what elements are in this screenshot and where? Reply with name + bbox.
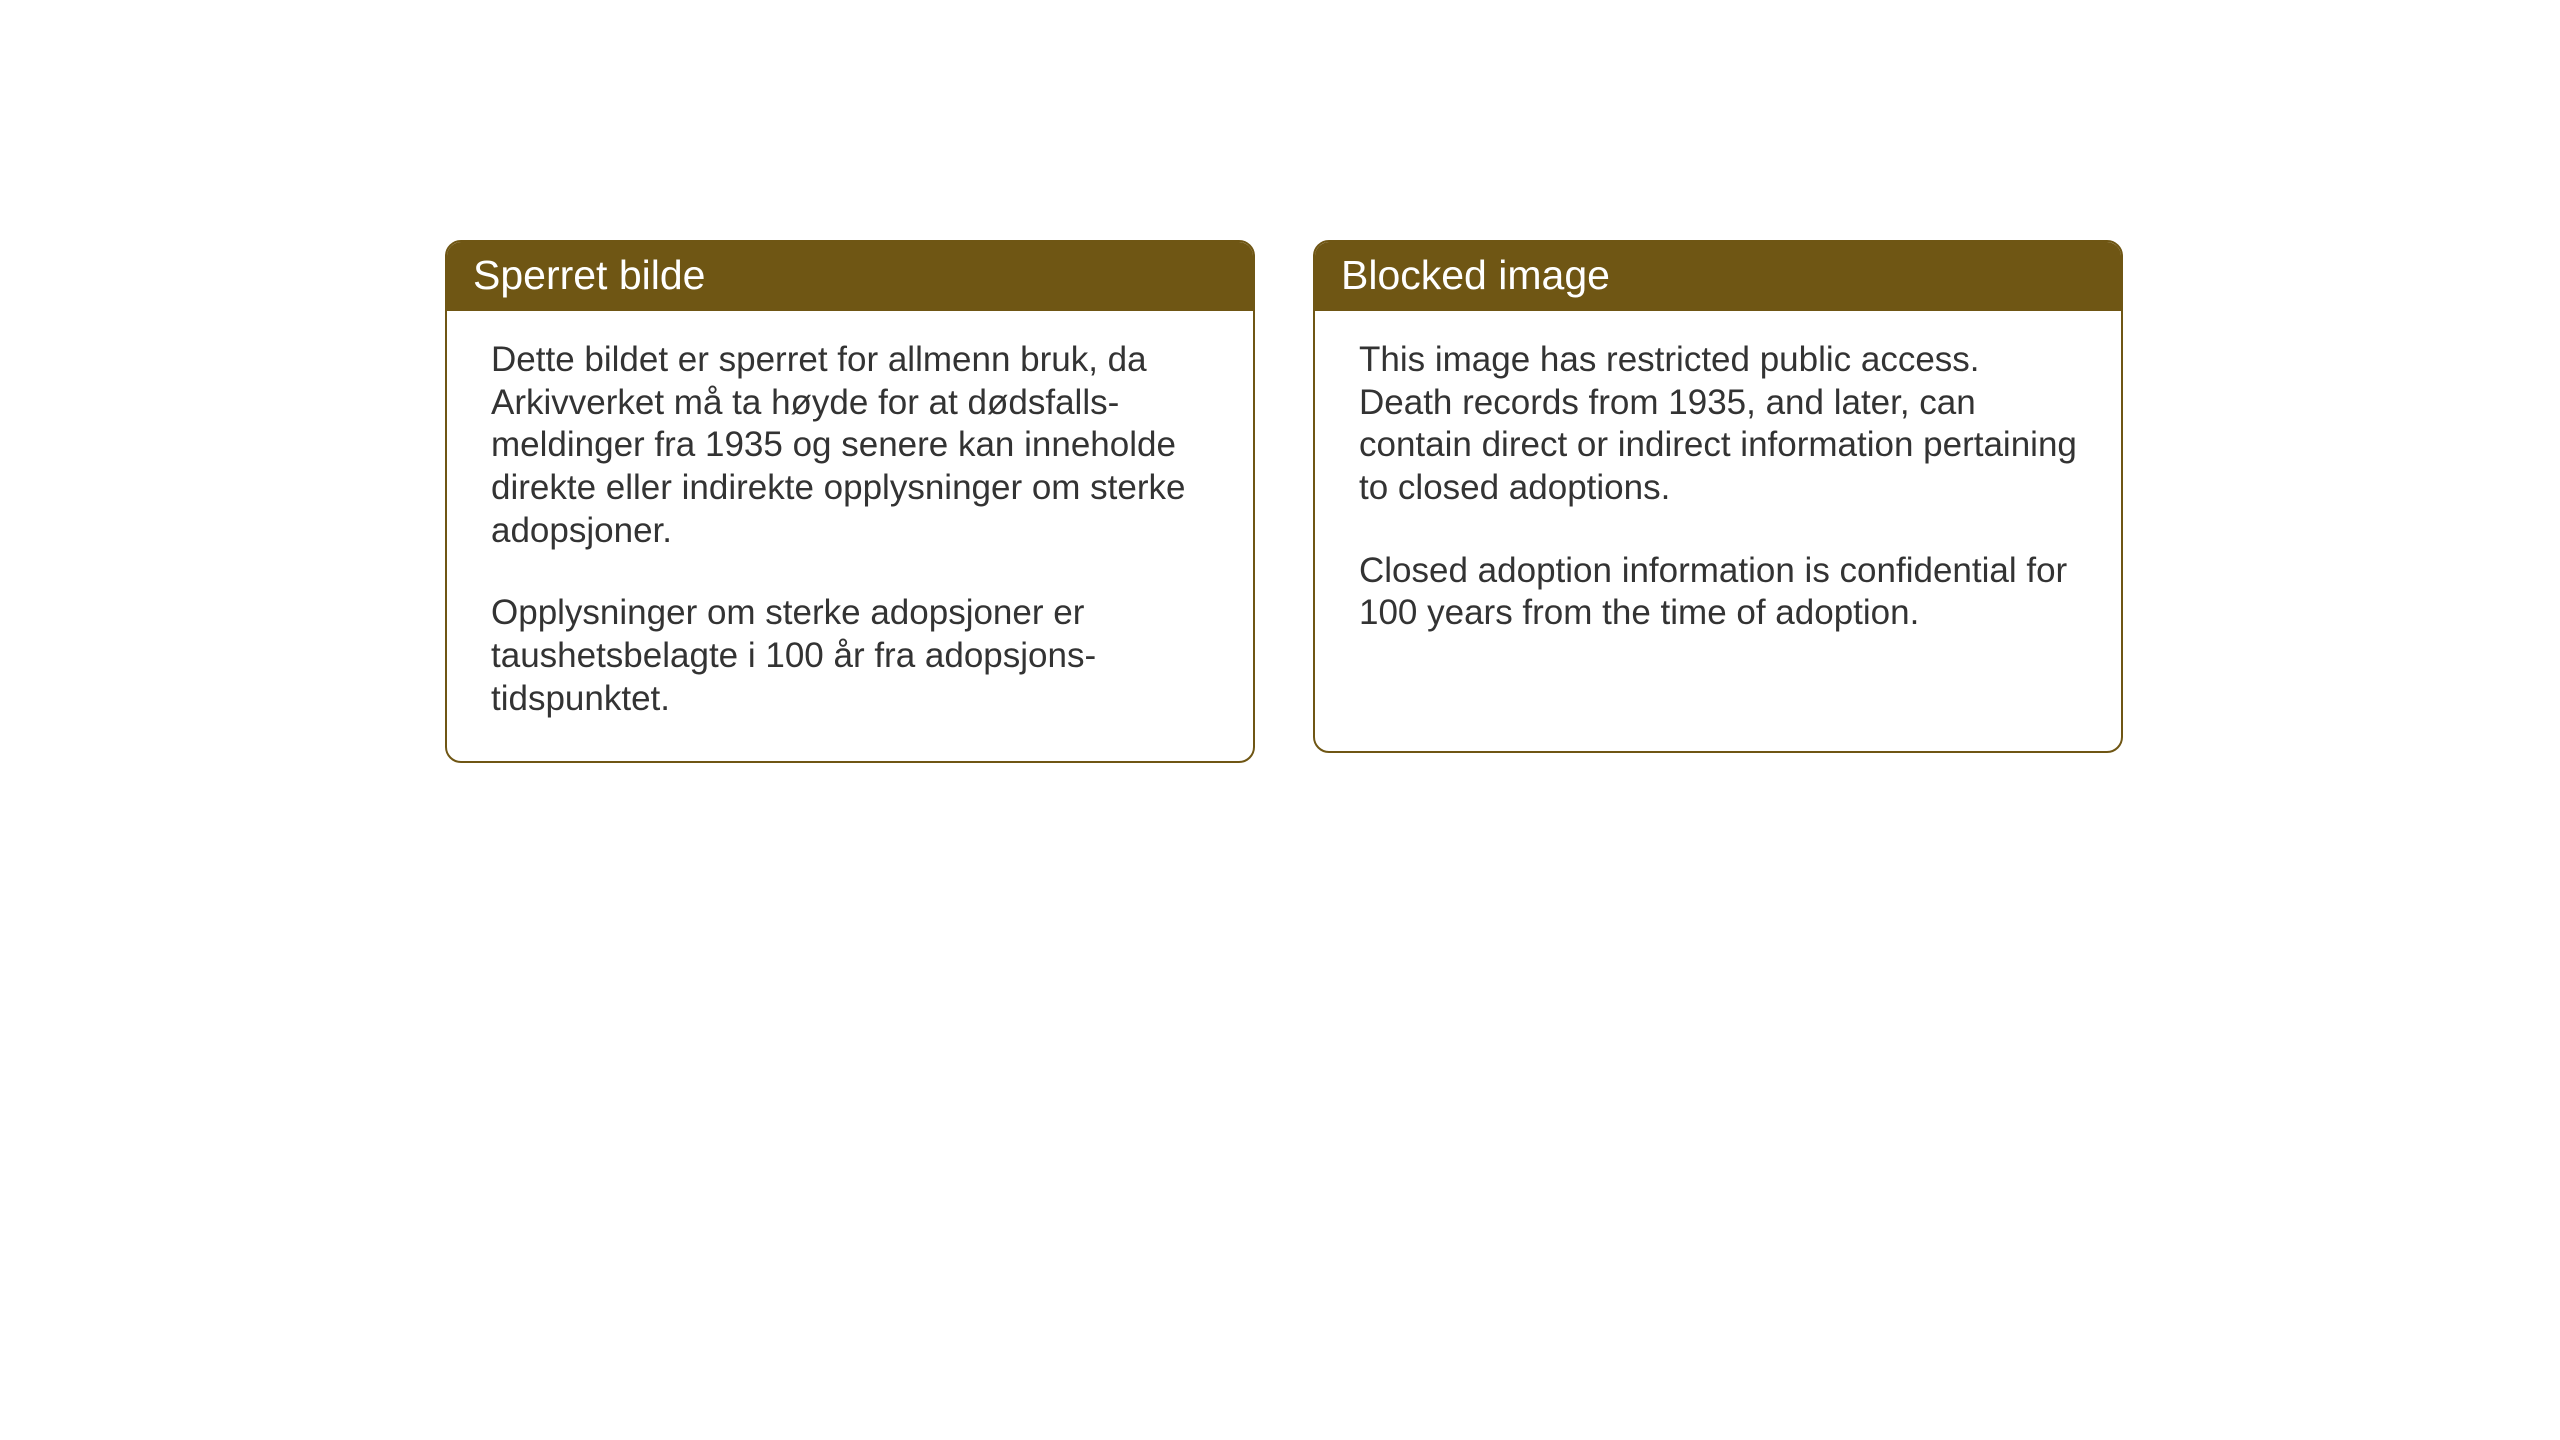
card-paragraph: This image has restricted public access.…	[1359, 339, 2077, 510]
notice-card-norwegian: Sperret bilde Dette bildet er sperret fo…	[445, 240, 1255, 763]
notice-cards-container: Sperret bilde Dette bildet er sperret fo…	[445, 240, 2123, 763]
card-paragraph: Opplysninger om sterke adopsjoner er tau…	[491, 592, 1209, 720]
card-body-english: This image has restricted public access.…	[1315, 311, 2121, 675]
card-paragraph: Dette bildet er sperret for allmenn bruk…	[491, 339, 1209, 552]
card-header-norwegian: Sperret bilde	[447, 242, 1253, 311]
card-paragraph: Closed adoption information is confident…	[1359, 550, 2077, 635]
card-header-english: Blocked image	[1315, 242, 2121, 311]
notice-card-english: Blocked image This image has restricted …	[1313, 240, 2123, 753]
card-body-norwegian: Dette bildet er sperret for allmenn bruk…	[447, 311, 1253, 761]
